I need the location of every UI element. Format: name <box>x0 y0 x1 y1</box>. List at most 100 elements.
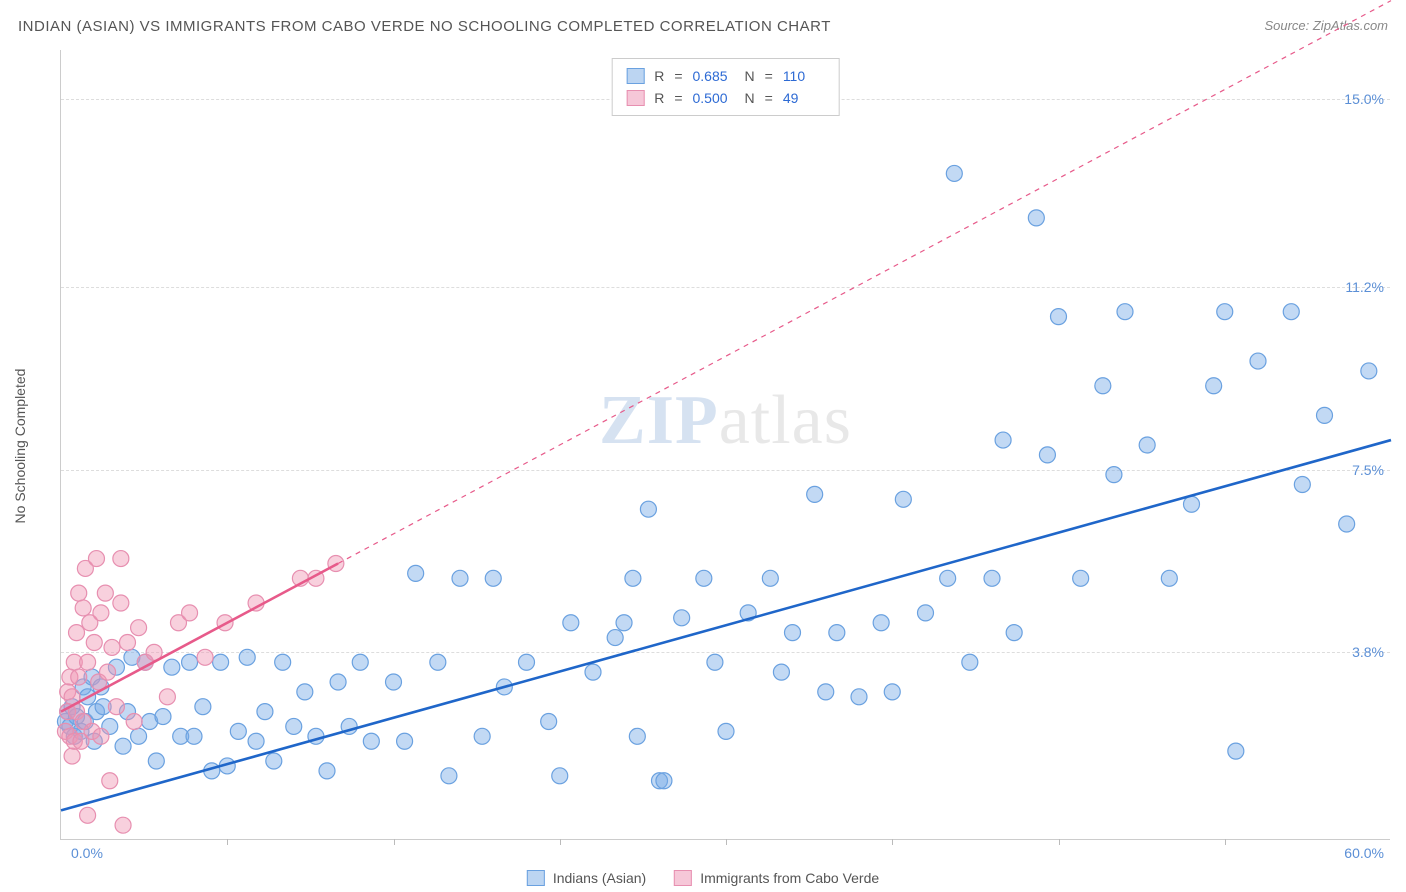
point-blue <box>266 753 282 769</box>
point-pink <box>126 714 142 730</box>
point-blue <box>829 625 845 641</box>
point-pink <box>131 620 147 636</box>
x-tick <box>227 839 228 845</box>
point-blue <box>148 753 164 769</box>
n-value-pink: 49 <box>783 87 825 109</box>
point-blue <box>386 674 402 690</box>
r-value-blue: 0.685 <box>693 65 735 87</box>
point-blue <box>1139 437 1155 453</box>
x-axis-max-label: 60.0% <box>1344 845 1384 861</box>
point-pink <box>75 600 91 616</box>
point-pink <box>86 635 102 651</box>
point-blue <box>195 699 211 715</box>
point-blue <box>1073 570 1089 586</box>
x-tick <box>394 839 395 845</box>
trendline-pink-dashed <box>338 1 1391 564</box>
point-blue <box>213 654 229 670</box>
point-blue <box>607 630 623 646</box>
point-pink <box>113 595 129 611</box>
point-pink <box>93 605 109 621</box>
point-blue <box>230 723 246 739</box>
point-blue <box>625 570 641 586</box>
point-blue <box>1294 477 1310 493</box>
legend-swatch-blue <box>527 870 545 886</box>
point-blue <box>785 625 801 641</box>
point-blue <box>995 432 1011 448</box>
point-pink <box>88 551 104 567</box>
point-blue <box>1106 467 1122 483</box>
x-tick <box>560 839 561 845</box>
point-blue <box>1095 378 1111 394</box>
point-blue <box>585 664 601 680</box>
point-blue <box>696 570 712 586</box>
scatter-svg <box>61 50 1390 839</box>
chart-title: INDIAN (ASIAN) VS IMMIGRANTS FROM CABO V… <box>18 18 831 35</box>
point-blue <box>541 714 557 730</box>
point-pink <box>93 728 109 744</box>
x-tick <box>726 839 727 845</box>
point-blue <box>248 733 264 749</box>
point-blue <box>962 654 978 670</box>
point-blue <box>1184 496 1200 512</box>
point-blue <box>363 733 379 749</box>
point-blue <box>1028 210 1044 226</box>
point-blue <box>1228 743 1244 759</box>
point-blue <box>851 689 867 705</box>
point-blue <box>286 718 302 734</box>
n-value-blue: 110 <box>783 65 825 87</box>
point-blue <box>519 654 535 670</box>
plot-area: ZIPatlas 3.8%7.5%11.2%15.0% R= 0.685 N= … <box>60 50 1390 840</box>
point-pink <box>159 689 175 705</box>
swatch-pink <box>626 90 644 106</box>
point-blue <box>297 684 313 700</box>
legend: Indians (Asian) Immigrants from Cabo Ver… <box>527 870 879 886</box>
point-pink <box>115 817 131 833</box>
point-blue <box>640 501 656 517</box>
point-pink <box>182 605 198 621</box>
x-tick <box>1059 839 1060 845</box>
point-blue <box>940 570 956 586</box>
point-blue <box>656 773 672 789</box>
trendline-blue <box>61 440 1391 810</box>
x-tick <box>1225 839 1226 845</box>
x-tick <box>892 839 893 845</box>
point-blue <box>131 728 147 744</box>
point-blue <box>155 709 171 725</box>
point-pink <box>97 585 113 601</box>
point-pink <box>100 664 116 680</box>
point-pink <box>102 773 118 789</box>
point-blue <box>352 654 368 670</box>
point-blue <box>397 733 413 749</box>
source-attribution: Source: ZipAtlas.com <box>1264 18 1388 33</box>
point-blue <box>984 570 1000 586</box>
point-blue <box>1217 304 1233 320</box>
point-blue <box>441 768 457 784</box>
point-pink <box>104 639 120 655</box>
point-pink <box>64 748 80 764</box>
point-blue <box>452 570 468 586</box>
point-blue <box>818 684 834 700</box>
point-blue <box>485 570 501 586</box>
legend-item-pink: Immigrants from Cabo Verde <box>674 870 879 886</box>
point-blue <box>674 610 690 626</box>
point-pink <box>69 625 85 641</box>
point-blue <box>552 768 568 784</box>
correlation-stats-box: R= 0.685 N= 110 R= 0.500 N= 49 <box>611 58 840 116</box>
point-blue <box>115 738 131 754</box>
point-blue <box>707 654 723 670</box>
r-value-pink: 0.500 <box>693 87 735 109</box>
swatch-blue <box>626 68 644 84</box>
point-blue <box>1317 407 1333 423</box>
point-pink <box>197 649 213 665</box>
point-blue <box>257 704 273 720</box>
point-blue <box>1283 304 1299 320</box>
point-blue <box>182 654 198 670</box>
point-blue <box>1339 516 1355 532</box>
point-blue <box>946 165 962 181</box>
point-pink <box>71 585 87 601</box>
point-blue <box>629 728 645 744</box>
point-blue <box>1250 353 1266 369</box>
point-blue <box>563 615 579 631</box>
point-blue <box>330 674 346 690</box>
point-blue <box>718 723 734 739</box>
